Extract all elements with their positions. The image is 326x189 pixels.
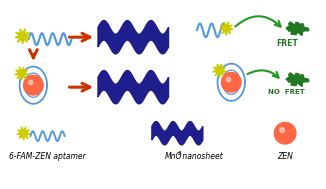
Polygon shape [98,70,169,104]
Text: NO  FRET: NO FRET [269,89,305,95]
Text: FRET: FRET [276,39,298,48]
Polygon shape [15,29,30,44]
Text: 6-FAM-ZEN aptamer: 6-FAM-ZEN aptamer [9,152,85,161]
Polygon shape [286,73,309,87]
Circle shape [274,122,296,144]
Text: 2: 2 [178,151,181,156]
Polygon shape [213,64,226,77]
Polygon shape [15,67,28,80]
Polygon shape [286,22,309,36]
Circle shape [280,128,285,132]
Circle shape [23,75,43,95]
Polygon shape [98,21,169,54]
Text: MnO: MnO [165,152,182,161]
Text: nanosheet: nanosheet [180,152,223,161]
Circle shape [221,72,241,92]
Circle shape [226,77,231,82]
Polygon shape [220,22,233,35]
Polygon shape [152,122,203,145]
Circle shape [28,80,33,85]
Text: ZEN: ZEN [277,152,293,161]
Polygon shape [17,127,30,140]
